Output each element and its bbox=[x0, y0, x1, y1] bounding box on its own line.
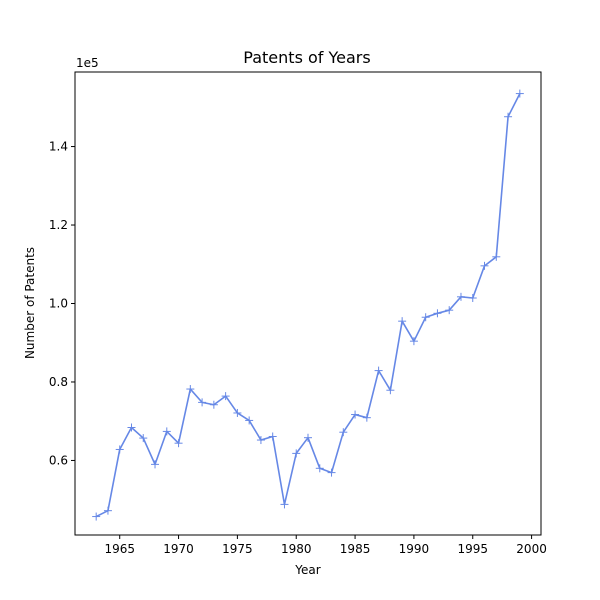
series-layer bbox=[92, 90, 524, 521]
x-axis: 1965 1970 1975 1980 1985 1990 1995 2000 bbox=[104, 535, 546, 556]
data-point bbox=[386, 386, 394, 394]
data-point bbox=[433, 309, 441, 317]
chart-title: Patents of Years bbox=[243, 48, 370, 67]
y-tick-label: 0.8 bbox=[49, 375, 68, 389]
y-tick-label: 1.2 bbox=[49, 218, 68, 232]
x-tick-label: 1995 bbox=[457, 542, 488, 556]
data-point bbox=[280, 500, 288, 508]
y-tick-label: 1.4 bbox=[49, 140, 68, 154]
data-point bbox=[516, 90, 524, 98]
data-point bbox=[116, 445, 124, 453]
data-point bbox=[245, 416, 253, 424]
x-tick-label: 1970 bbox=[163, 542, 194, 556]
x-tick-label: 2000 bbox=[516, 542, 547, 556]
data-point bbox=[504, 113, 512, 121]
series-line bbox=[96, 94, 520, 517]
data-point bbox=[316, 464, 324, 472]
data-point bbox=[398, 317, 406, 325]
data-point bbox=[92, 513, 100, 521]
x-tick-label: 1985 bbox=[340, 542, 371, 556]
plot-area bbox=[75, 72, 541, 535]
y-offset-label: 1e5 bbox=[76, 56, 99, 70]
data-point bbox=[363, 414, 371, 422]
data-point bbox=[257, 436, 265, 444]
x-tick-label: 1980 bbox=[281, 542, 312, 556]
data-point bbox=[151, 460, 159, 468]
data-point bbox=[410, 337, 418, 345]
x-axis-label: Year bbox=[294, 563, 320, 577]
data-point bbox=[375, 367, 383, 375]
x-tick-label: 1965 bbox=[104, 542, 135, 556]
data-point bbox=[469, 294, 477, 302]
data-point bbox=[328, 469, 336, 477]
y-axis: 0.6 0.8 1.0 1.2 1.4 bbox=[49, 140, 75, 468]
data-point bbox=[104, 507, 112, 515]
y-axis-label: Number of Patents bbox=[23, 247, 37, 359]
y-tick-label: 1.0 bbox=[49, 297, 68, 311]
data-point bbox=[269, 433, 277, 441]
y-tick-label: 0.6 bbox=[49, 453, 68, 467]
x-tick-label: 1975 bbox=[222, 542, 253, 556]
x-tick-label: 1990 bbox=[399, 542, 430, 556]
data-point bbox=[422, 313, 430, 321]
